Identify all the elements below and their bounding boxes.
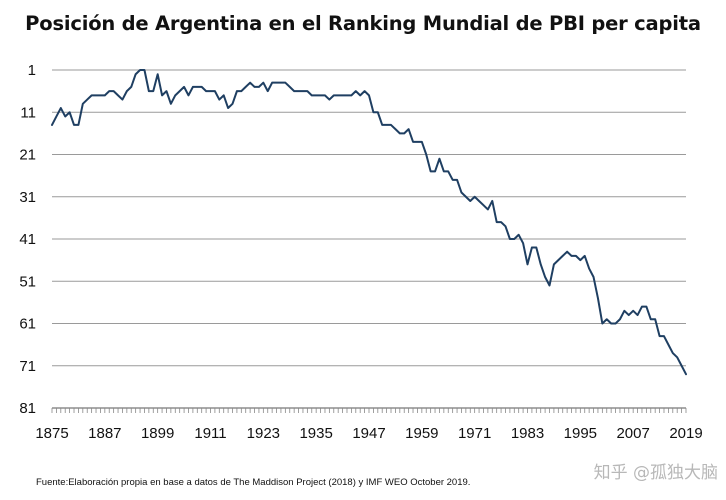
x-tick-label: 1983 — [511, 425, 544, 442]
x-tick-label: 2007 — [616, 425, 649, 442]
x-tick-label: 1959 — [405, 425, 438, 442]
x-tick-label: 1935 — [299, 425, 332, 442]
watermark: 知乎 @孤独大脑 — [593, 463, 718, 483]
x-tick-label: 1875 — [35, 425, 68, 442]
series-line — [51, 69, 687, 376]
y-tick-label: 41 — [19, 231, 36, 248]
y-tick-label: 71 — [19, 358, 36, 375]
x-axis — [51, 407, 687, 413]
x-axis-tick-labels: 1875 1887 1899 1911 1923 1935 1947 1959 1971 1983… — [35, 425, 702, 442]
chart-title: Posición de Argentina en el Ranking Mund… — [25, 12, 701, 35]
series-layer — [51, 69, 687, 376]
x-tick-label: 1995 — [564, 425, 597, 442]
gridlines — [52, 69, 686, 367]
x-tick-label: 1911 — [194, 425, 226, 442]
x-tick-label: 1887 — [88, 425, 121, 442]
y-tick-label: 31 — [19, 189, 36, 206]
y-tick-label: 81 — [19, 400, 36, 417]
y-tick-label: 11 — [20, 104, 36, 121]
x-tick-label: 1971 — [458, 425, 491, 442]
y-tick-label: 21 — [19, 147, 36, 164]
x-tick-label: 2019 — [669, 425, 702, 442]
source-note: Fuente:Elaboración propia en base a dato… — [36, 477, 471, 488]
x-tick-label: 1947 — [352, 425, 385, 442]
x-tick-label: 1899 — [141, 425, 174, 442]
x-tick-label: 1923 — [247, 425, 280, 442]
y-tick-label: 1 — [28, 62, 36, 79]
y-tick-label: 51 — [19, 273, 36, 290]
y-tick-label: 61 — [19, 316, 36, 333]
